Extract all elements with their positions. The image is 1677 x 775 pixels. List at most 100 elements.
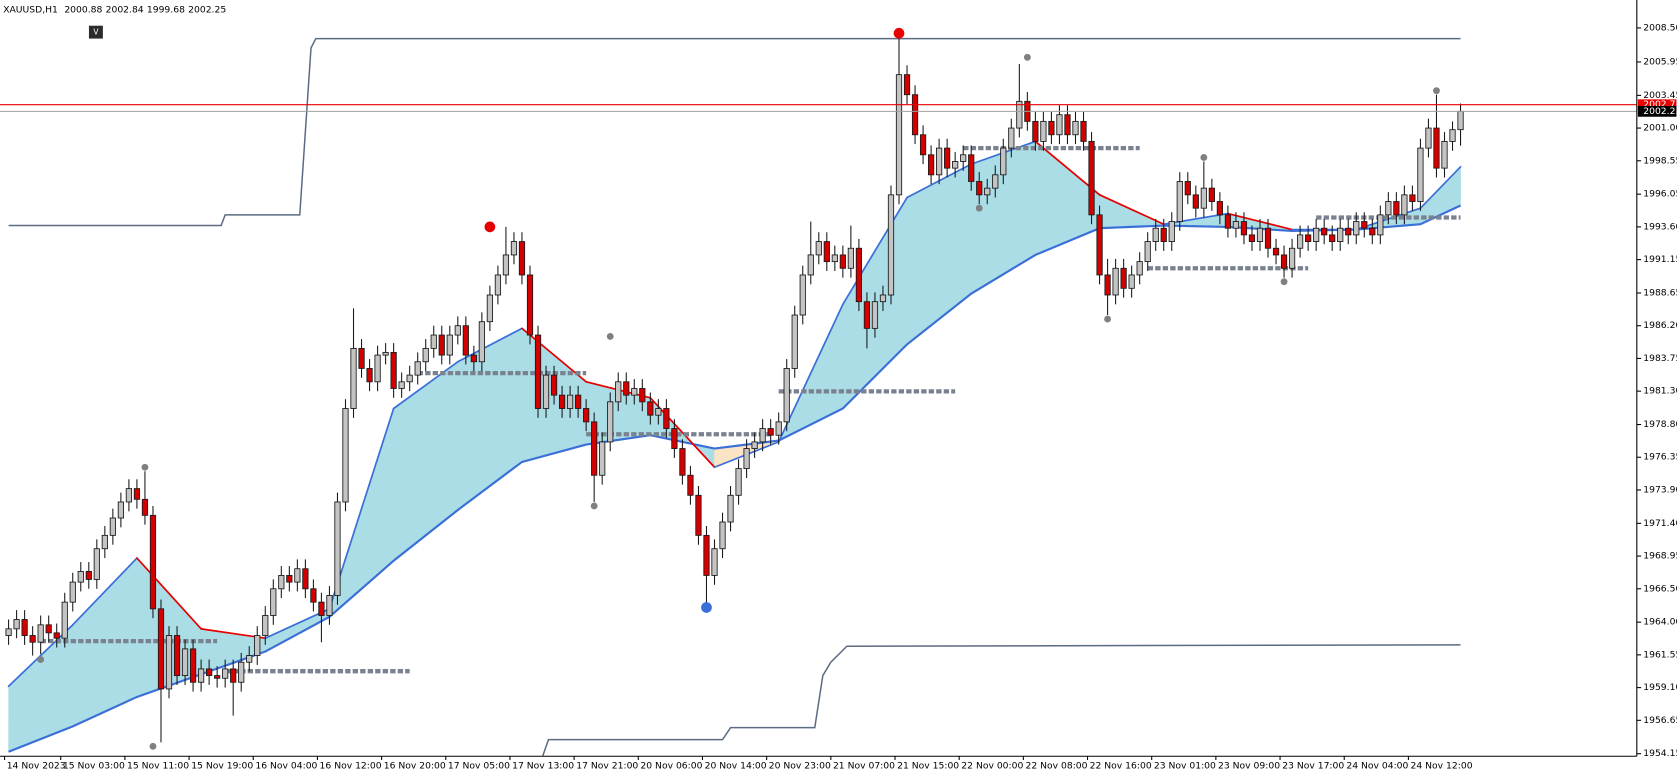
candle-body xyxy=(1409,194,1416,202)
candle-body xyxy=(639,388,646,403)
x-tick-label: 17 Nov 13:00 xyxy=(512,760,574,771)
candle-body xyxy=(45,624,52,634)
candle-body xyxy=(358,347,365,369)
candle-body xyxy=(607,401,614,443)
candle-body xyxy=(149,514,157,610)
candle-body xyxy=(318,601,325,616)
y-tick-label: 1961.55 xyxy=(1643,649,1677,660)
candle-body xyxy=(69,581,76,603)
x-tick-label: 21 Nov 15:00 xyxy=(897,760,959,771)
x-tick-label: 17 Nov 05:00 xyxy=(448,760,510,771)
candle-body xyxy=(1441,140,1448,169)
header: XAUUSD,H1 2000.88 2002.84 1999.68 2002.25 xyxy=(3,4,226,15)
x-tick-label: 22 Nov 08:00 xyxy=(1025,760,1087,771)
candle-body xyxy=(302,568,309,590)
candle-body xyxy=(414,361,421,376)
candle-body xyxy=(992,174,999,189)
x-tick-label: 14 Nov 2023 xyxy=(7,760,66,771)
x-tick-label: 23 Nov 09:00 xyxy=(1218,760,1280,771)
fractal-dot xyxy=(1104,315,1112,323)
candle-body xyxy=(294,568,301,583)
candle-body xyxy=(141,498,149,516)
fractal-dot xyxy=(149,742,157,750)
fractal-dot xyxy=(590,502,598,510)
overlay-layer xyxy=(0,27,1637,750)
candle-body xyxy=(871,301,879,329)
candle-body xyxy=(839,254,846,269)
candle-body xyxy=(214,675,221,679)
candle-body xyxy=(1393,201,1400,216)
candle-body xyxy=(679,448,686,476)
candle-body xyxy=(927,154,935,176)
candle-body xyxy=(1232,221,1240,229)
candle-body xyxy=(960,154,967,162)
candle-body xyxy=(197,668,205,683)
candle-body xyxy=(1016,100,1023,129)
candle-body xyxy=(53,632,60,639)
candle-body xyxy=(1000,147,1007,176)
candle-body xyxy=(1321,227,1328,236)
candle-body xyxy=(847,247,854,269)
price-box xyxy=(1637,99,1677,111)
y-tick-label: 1998.55 xyxy=(1643,155,1677,166)
candle-body xyxy=(1425,127,1432,149)
candle-body xyxy=(759,428,766,443)
candle-body xyxy=(1353,221,1360,236)
y-tick-label: 1966.50 xyxy=(1643,583,1677,594)
candle-body xyxy=(558,394,566,409)
candle-body xyxy=(1401,194,1408,216)
candle-body xyxy=(5,628,12,636)
candle-body xyxy=(1264,227,1272,249)
candle-body xyxy=(583,408,590,423)
candle-body xyxy=(815,241,822,256)
candle-body xyxy=(374,354,381,383)
candle-body xyxy=(1248,234,1256,243)
one-click-label[interactable]: V xyxy=(93,28,99,37)
candle-body xyxy=(575,394,582,409)
y-tick-label: 1991.15 xyxy=(1643,254,1677,265)
low: 1999.68 xyxy=(147,4,185,15)
candle-body xyxy=(671,428,678,449)
fast-line xyxy=(456,327,523,363)
y-tick-label: 1986.20 xyxy=(1643,320,1677,331)
y-tick-label: 1956.65 xyxy=(1643,715,1677,726)
candle-body xyxy=(310,588,317,603)
price-box xyxy=(1637,106,1677,117)
candle-body xyxy=(382,351,389,356)
candle-body xyxy=(278,574,285,590)
candle-body xyxy=(976,181,983,196)
fractal-dot xyxy=(975,204,983,212)
candle-body xyxy=(446,334,453,356)
candle-body xyxy=(663,408,670,429)
candle-body xyxy=(1168,221,1175,243)
y-tick-label: 1971.40 xyxy=(1643,518,1677,529)
candle-body xyxy=(342,408,349,503)
one-click-button[interactable] xyxy=(88,25,103,39)
fast-line xyxy=(392,360,459,410)
candle-body xyxy=(1040,120,1047,142)
x-tick-label: 23 Nov 17:00 xyxy=(1282,760,1344,771)
y-tick-label: 2008.50 xyxy=(1643,22,1677,33)
candle-body xyxy=(37,624,44,643)
candle-body xyxy=(944,147,951,169)
candle-body xyxy=(1152,227,1159,243)
fractal-dot xyxy=(1023,53,1031,61)
candle-body xyxy=(262,615,269,636)
fractal-dot xyxy=(141,463,149,471)
x-tick-label: 23 Nov 01:00 xyxy=(1154,760,1216,771)
candle-body xyxy=(1296,234,1304,249)
candle-body xyxy=(398,381,405,389)
candle-body xyxy=(936,147,943,176)
candle-body xyxy=(1288,247,1296,269)
x-tick-label: 20 Nov 14:00 xyxy=(705,760,767,771)
candle-body xyxy=(1337,227,1344,243)
fast-line xyxy=(1419,165,1462,210)
candle-body xyxy=(21,619,28,636)
y-tick-label: 1988.65 xyxy=(1643,287,1677,298)
y-tick-label: 1954.15 xyxy=(1643,748,1677,759)
candle-body xyxy=(703,534,710,576)
candle-body xyxy=(29,635,36,643)
candle-body xyxy=(125,488,133,503)
candle-body xyxy=(1240,221,1248,236)
candle-body xyxy=(1272,247,1280,256)
